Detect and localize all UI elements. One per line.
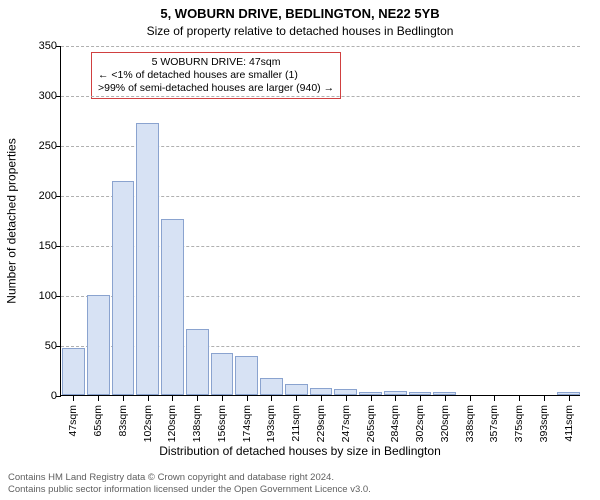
bar bbox=[186, 329, 209, 395]
x-tick-label: 265sqm bbox=[365, 405, 377, 442]
y-tick-label: 150 bbox=[31, 240, 57, 252]
bar bbox=[87, 295, 110, 395]
y-tick bbox=[56, 246, 61, 247]
bar bbox=[235, 356, 258, 395]
gridline bbox=[61, 46, 580, 47]
x-tick-label: 211sqm bbox=[290, 405, 302, 442]
x-tick-label: 138sqm bbox=[191, 405, 203, 442]
x-tick bbox=[395, 395, 397, 401]
x-tick-label: 247sqm bbox=[340, 405, 352, 442]
x-tick-label: 411sqm bbox=[563, 405, 575, 442]
x-tick bbox=[197, 395, 199, 401]
annotation-line-3: >99% of semi-detached houses are larger … bbox=[98, 82, 334, 95]
bar bbox=[136, 123, 159, 395]
x-tick bbox=[222, 395, 224, 401]
y-tick bbox=[56, 196, 61, 197]
x-tick-label: 174sqm bbox=[241, 405, 253, 442]
y-tick-label: 300 bbox=[31, 90, 57, 102]
x-tick-label: 120sqm bbox=[166, 405, 178, 442]
x-tick-label: 338sqm bbox=[464, 405, 476, 442]
bar bbox=[161, 219, 184, 395]
x-tick bbox=[172, 395, 174, 401]
bar bbox=[285, 384, 308, 395]
y-tick bbox=[56, 46, 61, 47]
bar bbox=[260, 378, 283, 395]
x-tick bbox=[148, 395, 150, 401]
x-tick bbox=[445, 395, 447, 401]
x-tick bbox=[321, 395, 323, 401]
annotation-box: 5 WOBURN DRIVE: 47sqm ← <1% of detached … bbox=[91, 52, 341, 99]
x-tick-label: 65sqm bbox=[92, 405, 104, 437]
x-tick bbox=[519, 395, 521, 401]
bar bbox=[62, 348, 85, 395]
y-tick bbox=[56, 96, 61, 97]
x-tick-label: 357sqm bbox=[488, 405, 500, 442]
y-tick-label: 200 bbox=[31, 190, 57, 202]
y-tick bbox=[56, 146, 61, 147]
bar bbox=[310, 388, 333, 395]
footer: Contains HM Land Registry data © Crown c… bbox=[0, 472, 600, 498]
x-tick-label: 284sqm bbox=[389, 405, 401, 442]
chart-container: 5, WOBURN DRIVE, BEDLINGTON, NE22 5YB Si… bbox=[0, 0, 600, 500]
x-tick-label: 393sqm bbox=[538, 405, 550, 442]
x-tick bbox=[73, 395, 75, 401]
annotation-line-2: ← <1% of detached houses are smaller (1) bbox=[98, 69, 334, 82]
chart-title: 5, WOBURN DRIVE, BEDLINGTON, NE22 5YB bbox=[0, 6, 600, 21]
x-tick bbox=[98, 395, 100, 401]
y-tick bbox=[56, 346, 61, 347]
x-tick bbox=[494, 395, 496, 401]
x-axis-title: Distribution of detached houses by size … bbox=[0, 444, 600, 458]
x-tick bbox=[346, 395, 348, 401]
y-axis-title: Number of detached properties bbox=[4, 46, 20, 396]
y-tick-label: 0 bbox=[31, 390, 57, 402]
x-tick bbox=[470, 395, 472, 401]
x-tick bbox=[371, 395, 373, 401]
x-tick bbox=[296, 395, 298, 401]
x-tick bbox=[420, 395, 422, 401]
x-tick-label: 47sqm bbox=[67, 405, 79, 437]
plot-area: 5 WOBURN DRIVE: 47sqm ← <1% of detached … bbox=[60, 46, 580, 396]
x-tick-label: 375sqm bbox=[513, 405, 525, 442]
bar bbox=[112, 181, 135, 395]
x-tick-label: 83sqm bbox=[117, 405, 129, 437]
y-tick-label: 250 bbox=[31, 140, 57, 152]
annotation-line-1: 5 WOBURN DRIVE: 47sqm bbox=[98, 56, 334, 69]
x-tick bbox=[569, 395, 571, 401]
x-tick-label: 193sqm bbox=[265, 405, 277, 442]
y-tick-label: 350 bbox=[31, 40, 57, 52]
x-tick-label: 320sqm bbox=[439, 405, 451, 442]
bar bbox=[211, 353, 234, 395]
y-tick bbox=[56, 396, 61, 397]
chart-subtitle: Size of property relative to detached ho… bbox=[0, 24, 600, 38]
y-tick-label: 50 bbox=[31, 340, 57, 352]
x-tick-label: 229sqm bbox=[315, 405, 327, 442]
x-tick bbox=[271, 395, 273, 401]
footer-line-1: Contains HM Land Registry data © Crown c… bbox=[8, 472, 592, 484]
gridline bbox=[61, 96, 580, 97]
x-tick bbox=[123, 395, 125, 401]
footer-line-2: Contains public sector information licen… bbox=[8, 484, 592, 496]
x-tick-label: 302sqm bbox=[414, 405, 426, 442]
x-tick-label: 156sqm bbox=[216, 405, 228, 442]
x-tick-label: 102sqm bbox=[142, 405, 154, 442]
x-tick bbox=[544, 395, 546, 401]
y-tick-label: 100 bbox=[31, 290, 57, 302]
x-tick bbox=[247, 395, 249, 401]
y-tick bbox=[56, 296, 61, 297]
